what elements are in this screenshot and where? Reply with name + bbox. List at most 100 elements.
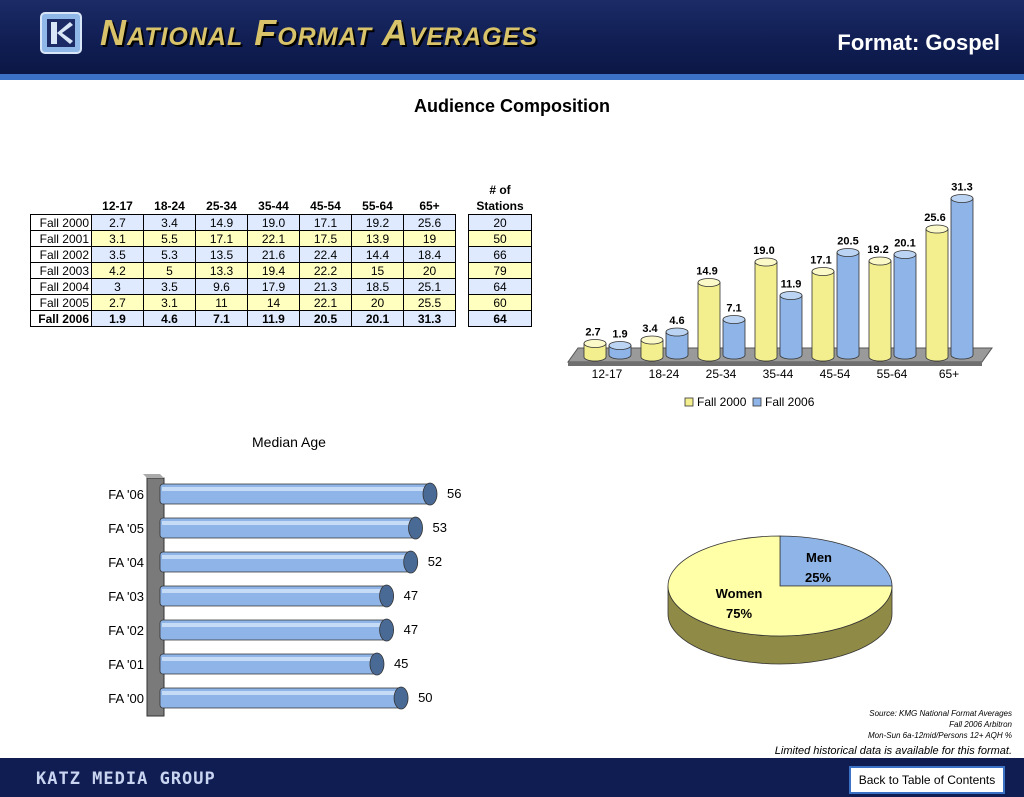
median-bar-cap	[422, 482, 438, 506]
median-category-label: FA '05	[108, 521, 144, 536]
table-row: Fall 2006 1.9 4.6 7.1 11.9 20.5 20.1 31.3 64	[30, 310, 532, 327]
table-cell: 14.9	[195, 214, 248, 231]
x-tick-label: 45-54	[820, 367, 851, 381]
median-value-label: 53	[433, 520, 447, 535]
row-label: Fall 2004	[30, 278, 92, 295]
median-category-label: FA '02	[108, 623, 144, 638]
bar-top	[640, 335, 664, 345]
median-category-label: FA '00	[108, 691, 144, 706]
katz-logo-icon	[40, 12, 82, 54]
data-label: 3.4	[642, 323, 658, 335]
bar-top	[754, 257, 778, 267]
pie-label-men: Men	[806, 550, 832, 565]
median-bar-cap	[403, 550, 419, 574]
data-label: 20.1	[894, 238, 915, 250]
median-value-label: 52	[428, 554, 442, 569]
pie-slice-women	[667, 535, 893, 637]
median-bar-highlight	[162, 487, 428, 491]
table-cell: 22.2	[299, 262, 352, 279]
bar-fall2006	[779, 295, 803, 360]
banner-title: National Format Averages	[100, 12, 538, 53]
x-tick-label: 55-64	[877, 367, 908, 381]
source-line-3: Mon-Sun 6a-12mid/Persons 12+ AQH %	[868, 731, 1012, 740]
table-cell: 13.3	[195, 262, 248, 279]
bar-top	[836, 248, 860, 257]
format-title: Format: Gospel	[837, 30, 1000, 55]
median-bar-highlight	[162, 691, 400, 695]
median-value-label: 56	[447, 486, 461, 501]
back-to-toc-button[interactable]: Back to Table of Contents	[849, 766, 1005, 794]
x-tick-label: 12-17	[592, 367, 623, 381]
bar-top	[779, 291, 803, 300]
median-value-label: 47	[404, 622, 418, 637]
bar-top	[697, 278, 721, 287]
stations-cell: 50	[468, 230, 532, 247]
bar-fall2000	[868, 260, 892, 362]
table-cell: 21.6	[247, 246, 300, 263]
bar-fall2000	[640, 339, 664, 362]
bar-top	[608, 341, 632, 350]
bar-top	[665, 327, 689, 337]
pie-label-women: Women	[716, 586, 763, 601]
table-header-col: 55-64	[362, 199, 393, 213]
table-cell: 11.9	[247, 310, 300, 327]
table-cell: 3.5	[91, 246, 144, 263]
x-tick-label: 25-34	[706, 367, 737, 381]
table-cell: 21.3	[299, 278, 352, 295]
bar-top	[868, 256, 892, 266]
table-cell: 22.1	[299, 294, 352, 311]
table-cell: 5.3	[143, 246, 196, 263]
table-cell: 15	[351, 262, 404, 279]
median-bar-highlight	[162, 623, 385, 627]
bar-fall2000	[925, 228, 949, 362]
median-bar-cap	[379, 618, 395, 642]
row-label: Fall 2002	[30, 246, 92, 263]
bar-fall2006	[665, 331, 689, 360]
row-label: Fall 2006	[30, 310, 92, 327]
table-cell: 13.9	[351, 230, 404, 247]
table-cell: 4.6	[143, 310, 196, 327]
data-label: 31.3	[951, 182, 972, 194]
data-label: 19.2	[867, 244, 888, 256]
table-cell: 19.4	[247, 262, 300, 279]
bar-fall2006	[836, 252, 860, 360]
table-cell: 19.2	[351, 214, 404, 231]
table-header-stations-2: Stations	[476, 199, 524, 213]
table-cell: 2.7	[91, 294, 144, 311]
table-cell: 17.5	[299, 230, 352, 247]
median-axis-wall-top	[143, 474, 164, 478]
data-label: 14.9	[696, 266, 717, 278]
audience-table: # of 12-17 18-24 25-34 35-44 45-54 55-64…	[30, 182, 532, 327]
data-label: 17.1	[810, 255, 831, 267]
bar-top	[925, 224, 949, 234]
median-value-label: 45	[394, 656, 408, 671]
table-cell: 19.0	[247, 214, 300, 231]
table-header-col: 18-24	[154, 199, 185, 213]
table-row: Fall 2002 3.5 5.3 13.5 21.6 22.4 14.4 18.4 66	[30, 246, 532, 263]
table-cell: 2.7	[91, 214, 144, 231]
table-row: Fall 2003 4.2 5 13.3 19.4 22.2 15 20 79	[30, 262, 532, 279]
bar-fall2006	[722, 319, 746, 360]
median-bar-highlight	[162, 555, 409, 559]
data-label: 25.6	[924, 212, 945, 224]
table-cell: 7.1	[195, 310, 248, 327]
bar-top	[583, 339, 607, 348]
table-cell: 4.2	[91, 262, 144, 279]
row-label: Fall 2003	[30, 262, 92, 279]
header-divider	[0, 74, 1024, 80]
bar-fall2000	[754, 261, 778, 362]
table-cell: 3.4	[143, 214, 196, 231]
data-label: 1.9	[612, 329, 627, 341]
table-header-stations-1: # of	[489, 183, 511, 197]
table-row: Fall 2005 2.7 3.1 11 14 22.1 20 25.5 60	[30, 294, 532, 311]
table-header-col: 35-44	[258, 199, 289, 213]
table-cell: 25.6	[403, 214, 456, 231]
bar-fall2000	[811, 271, 835, 362]
table-header-col: 45-54	[310, 199, 341, 213]
median-bar-highlight	[162, 589, 385, 593]
table-cell: 3.1	[91, 230, 144, 247]
data-label: 4.6	[669, 315, 684, 327]
table-cell: 19	[403, 230, 456, 247]
data-label: 20.5	[837, 236, 858, 248]
bar-fall2000	[697, 282, 721, 362]
